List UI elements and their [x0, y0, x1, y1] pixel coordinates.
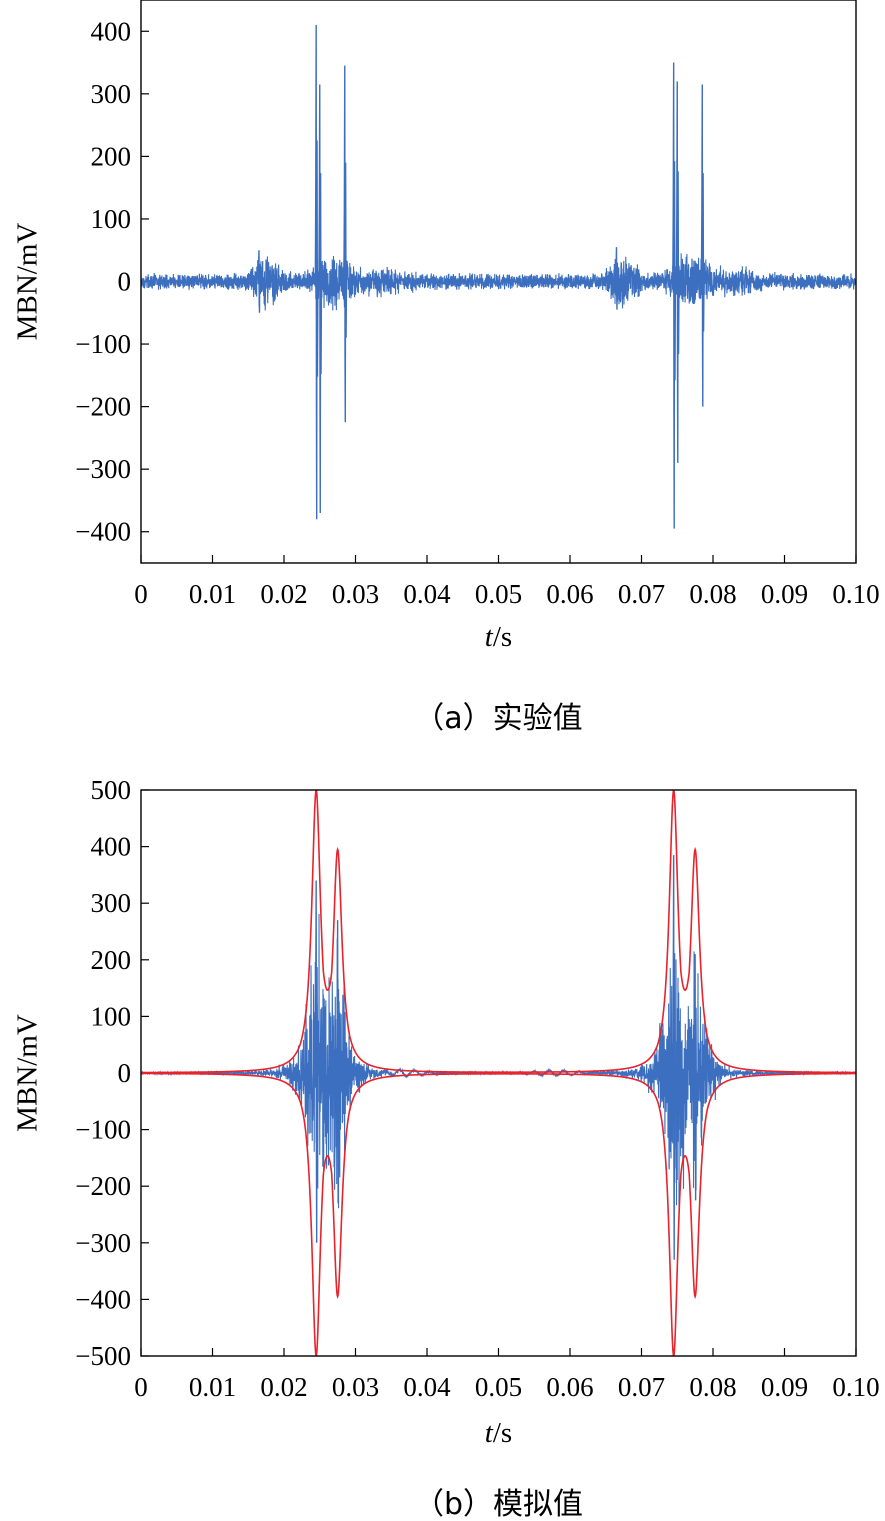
chart-panel-b: 0 0.01 0.02 0.03 0.04 0.05 0.06 0.07 0.08 0.09 0.1…	[12, 775, 880, 1521]
chart-a-spike	[314, 25, 319, 520]
chart-b-x-tick-label: 0.01	[189, 1372, 236, 1402]
chart-b-x-tick-label: 0.02	[260, 1372, 307, 1402]
chart-panel-a: 0 0.01 0.02 0.03 0.04 0.05 0.06 0.07 0.08 0.09 0.1…	[12, 0, 880, 736]
chart-b-x-tick-label: 0.07	[618, 1372, 665, 1402]
chart-a-y-tick-label: −300	[75, 454, 131, 484]
chart-a-x-tick-label: 0.01	[189, 579, 236, 609]
chart-b-xlabel-unit: /s	[493, 1417, 512, 1449]
chart-a-y-tick-label: 300	[91, 79, 132, 109]
chart-b-ticks: 0 0.01 0.02 0.03 0.04 0.05 0.06 0.07 0.08 0.09 0.1…	[75, 775, 879, 1402]
chart-a-xlabel-var: t	[485, 621, 494, 653]
chart-a-x-tick-label: 0	[134, 579, 148, 609]
chart-b-signal-line	[140, 914, 857, 1212]
chart-a-y-tick-label: 400	[91, 16, 132, 46]
chart-a-spike	[257, 250, 262, 313]
chart-b-y-tick-label: 400	[91, 832, 132, 862]
chart-b-x-tick-label: 0.04	[403, 1372, 451, 1402]
chart-a-series	[140, 25, 857, 529]
chart-a-y-tick-label: 0	[118, 267, 132, 297]
chart-a-ylabel: MBN/mV	[12, 223, 44, 341]
chart-b-y-tick-label: −500	[75, 1341, 131, 1371]
chart-a-frame	[140, 0, 857, 564]
chart-a-x-tick-label: 0.02	[260, 579, 307, 609]
chart-b-y-tick-label: 300	[91, 888, 132, 918]
chart-b-envelope-lower	[141, 1072, 856, 1357]
chart-b-y-tick-label: −400	[75, 1284, 131, 1314]
chart-a-y-tick-label: −100	[75, 329, 131, 359]
chart-a-y-tick-label: 200	[91, 141, 132, 171]
chart-b-x-tick-label: 0.03	[332, 1372, 379, 1402]
chart-b-y-tick-label: 100	[91, 1001, 132, 1031]
chart-b-x-tick-label: 0.08	[689, 1372, 736, 1402]
chart-a-signal-line	[140, 253, 857, 311]
chart-b-frame	[140, 789, 857, 1357]
chart-b-caption: （b）模拟值	[414, 1487, 583, 1521]
chart-b-spike	[314, 880, 319, 1243]
chart-b-spike	[672, 855, 677, 1260]
chart-b-x-tick-label: 0.06	[546, 1372, 593, 1402]
chart-a-x-tick-label: 0.10	[832, 579, 879, 609]
chart-b-y-tick-label: −300	[75, 1228, 131, 1258]
chart-b-y-tick-label: 0	[118, 1058, 132, 1088]
chart-b-y-tick-label: 500	[91, 775, 132, 805]
chart-b-envelope-upper	[141, 789, 856, 1074]
chart-a-x-tick-label: 0.09	[761, 579, 808, 609]
chart-a-xlabel-unit: /s	[493, 621, 512, 653]
chart-b-series	[140, 789, 857, 1357]
chart-b-spike	[693, 954, 698, 1201]
chart-b-y-tick-label: −200	[75, 1171, 131, 1201]
chart-a-x-tick-label: 0.05	[475, 579, 522, 609]
chart-a-spike	[672, 62, 677, 529]
chart-a-caption: （a）实验值	[414, 701, 582, 736]
chart-a-x-tick-label: 0.06	[546, 579, 593, 609]
chart-b-x-tick-label: 0	[134, 1372, 148, 1402]
chart-a-spike	[343, 65, 348, 423]
chart-b-x-tick-label: 0.09	[761, 1372, 808, 1402]
chart-b-xlabel: t/s	[485, 1417, 512, 1449]
chart-a-x-tick-label: 0.03	[332, 579, 379, 609]
chart-a-spike	[614, 247, 619, 310]
chart-a-y-tick-label: 100	[91, 204, 132, 234]
chart-a-x-tick-label: 0.07	[618, 579, 665, 609]
chart-b-y-tick-label: −100	[75, 1115, 131, 1145]
chart-a-x-tick-label: 0.04	[403, 579, 451, 609]
chart-b-x-tick-label: 0.10	[832, 1372, 879, 1402]
chart-b-y-tick-label: 200	[91, 945, 132, 975]
chart-a-spike	[318, 84, 323, 513]
chart-a-xlabel: t/s	[485, 621, 512, 653]
chart-a-x-tick-label: 0.08	[689, 579, 736, 609]
chart-a-spike	[675, 81, 680, 463]
chart-b-x-tick-label: 0.05	[475, 1372, 522, 1402]
chart-a-spike	[700, 84, 705, 407]
chart-a-ticks: 0 0.01 0.02 0.03 0.04 0.05 0.06 0.07 0.08 0.09 0.1…	[75, 16, 879, 609]
chart-a-y-tick-label: −400	[75, 517, 131, 547]
chart-b-ylabel: MBN/mV	[12, 1014, 44, 1132]
chart-b-xlabel-var: t	[485, 1417, 494, 1449]
chart-b-spike	[336, 920, 341, 1204]
chart-a-y-tick-label: −200	[75, 392, 131, 422]
